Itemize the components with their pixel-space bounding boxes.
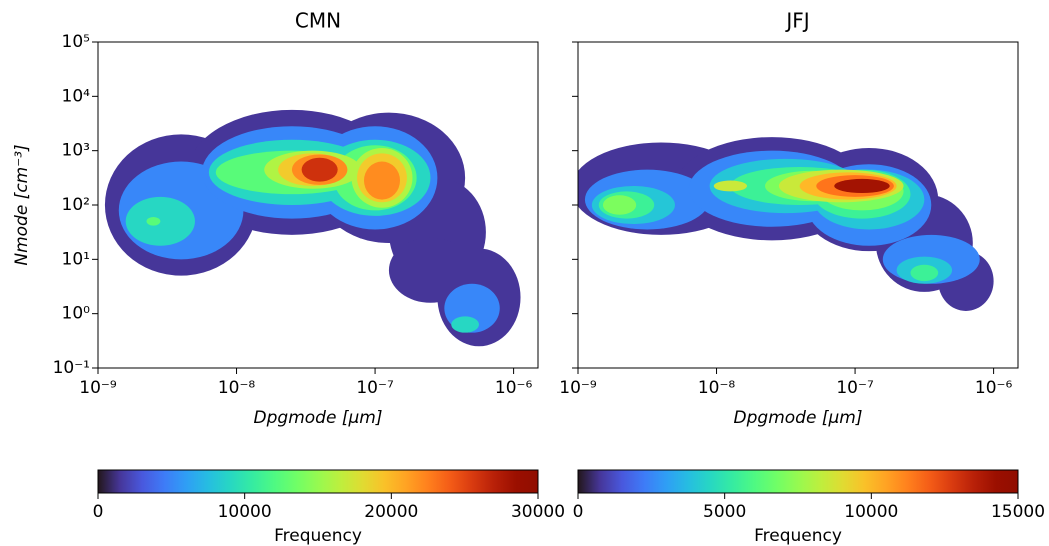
- contour-blob: [363, 161, 401, 200]
- x-tick-label: 10⁻⁸: [218, 378, 256, 398]
- y-tick-label: 10⁵: [62, 32, 90, 52]
- colorbar-label: Frequency: [754, 526, 842, 546]
- contour-blob: [146, 216, 161, 226]
- axes-title: JFJ: [784, 9, 809, 33]
- plot-area: [578, 137, 994, 311]
- x-tick-label: 10⁻⁶: [975, 378, 1013, 398]
- colorbar-tick-label: 20000: [364, 502, 418, 522]
- colorbar-tick-label: 0: [573, 502, 584, 522]
- x-axis-label: Dpgmode [μm]: [734, 408, 863, 428]
- contour-band: [301, 157, 338, 182]
- x-tick-label: 10⁻⁸: [698, 378, 736, 398]
- y-tick-label: 10⁻¹: [53, 358, 90, 378]
- y-tick-label: 10³: [62, 141, 90, 161]
- y-tick-label: 10²: [62, 195, 90, 215]
- x-tick-label: 10⁻⁶: [495, 378, 533, 398]
- contour-blob: [451, 316, 479, 333]
- x-tick-label: 10⁻⁹: [559, 378, 597, 398]
- colorbar-tick-label: 15000: [991, 502, 1045, 522]
- y-axis-label: Nmode [cm⁻³]: [12, 144, 32, 265]
- colorbar: [97, 469, 539, 494]
- colorbar-label: Frequency: [274, 526, 362, 546]
- axes-title: CMN: [295, 9, 341, 33]
- contour-blob: [301, 157, 338, 182]
- colorbar-tick-label: 0: [93, 502, 104, 522]
- contour-blob: [713, 180, 748, 192]
- contour-blob: [834, 178, 890, 194]
- y-tick-label: 10⁰: [62, 304, 91, 324]
- x-tick-label: 10⁻⁹: [79, 378, 117, 398]
- contour-blob: [388, 237, 473, 303]
- contour-blob: [602, 195, 637, 215]
- contour-band: [834, 178, 890, 194]
- contour-blob: [910, 264, 939, 282]
- x-tick-label: 10⁻⁷: [836, 378, 874, 398]
- x-axis-label: Dpgmode [μm]: [254, 408, 383, 428]
- x-tick-label: 10⁻⁷: [356, 378, 394, 398]
- plot-area: [104, 109, 521, 347]
- y-tick-label: 10⁴: [62, 86, 91, 106]
- colorbar-tick-label: 5000: [703, 502, 746, 522]
- colorbar-tick-label: 10000: [844, 502, 898, 522]
- colorbar-tick-label: 30000: [511, 502, 565, 522]
- y-tick-label: 10¹: [62, 249, 90, 269]
- colorbar: [577, 469, 1019, 494]
- colorbar-tick-label: 10000: [218, 502, 272, 522]
